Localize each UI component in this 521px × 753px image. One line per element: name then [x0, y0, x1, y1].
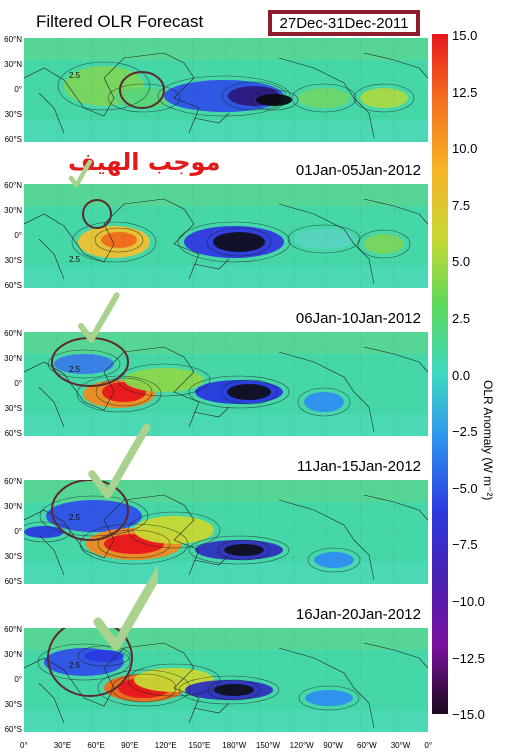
colorbar-tick-label: −12.5	[452, 650, 485, 666]
checkmark-icon	[88, 423, 151, 499]
colorbar-tick-label: −7.5	[452, 537, 478, 553]
panel-period-label: 06Jan-10Jan-2012	[295, 310, 421, 327]
contour-value-label: 2.5	[69, 661, 81, 670]
longitude-label: 90°E	[121, 741, 139, 750]
colorbar-tick-label: 15.0	[452, 28, 478, 43]
highlight-circle	[51, 480, 129, 541]
map-panel: 2.5	[24, 38, 428, 142]
latitude-label: 30°N	[4, 354, 22, 363]
contour-value-label: 2.5	[69, 71, 81, 80]
latitude-label: 60°N	[4, 181, 22, 190]
colorbar-tick-label: −10.0	[452, 594, 485, 609]
latitude-label: 60°S	[4, 429, 22, 438]
highlight-circle	[47, 628, 133, 697]
longitude-label: 30°W	[390, 741, 411, 750]
checkmark-icon	[93, 564, 158, 651]
longitude-label: 0°	[424, 741, 433, 750]
longitude-label: 180°W	[222, 741, 247, 750]
latitude-label: 30°S	[4, 700, 22, 709]
map-title: Filtered OLR Forecast	[36, 12, 204, 31]
latitude-label: 30°S	[4, 256, 22, 265]
latitude-label: 60°S	[4, 725, 22, 734]
latitude-label: 0°	[14, 231, 22, 240]
longitude-label: 120°W	[289, 741, 314, 750]
latitude-label: 30°S	[4, 110, 22, 119]
colorbar-tick-label: 5.0	[452, 254, 471, 270]
latitude-label: 0°	[14, 379, 22, 388]
colorbar-tick-label: 0.0	[452, 367, 471, 383]
longitude-label: 0°	[20, 741, 28, 750]
map-panel: 2.5	[24, 332, 428, 436]
colorbar	[432, 34, 448, 714]
panel-period-label: 16Jan-20Jan-2012	[295, 606, 421, 623]
longitude-label: 120°E	[154, 741, 177, 750]
colorbar-tick-label: −15.0	[452, 707, 485, 723]
colorbar-tick-label: 7.5	[452, 197, 471, 213]
panel-period-label: 01Jan-05Jan-2012	[295, 162, 421, 179]
latitude-label: 30°N	[4, 502, 22, 511]
latitude-label: 30°S	[4, 404, 22, 413]
map-panel: 2.5	[24, 184, 428, 288]
contour-value-label: 2.5	[69, 513, 81, 522]
checkmark-icon	[68, 160, 93, 188]
highlight-circle	[119, 71, 165, 109]
latitude-label: 60°S	[4, 577, 22, 586]
longitude-label: 60°E	[87, 741, 105, 750]
colorbar-tick-label: 12.5	[452, 84, 478, 100]
latitude-label: 0°	[14, 527, 22, 536]
longitude-label: 90°W	[323, 741, 343, 750]
colorbar-tick-label: −2.5	[452, 424, 478, 440]
latitude-label: 0°	[14, 675, 22, 684]
colorbar-tick-label: 2.5	[452, 311, 471, 326]
longitude-label: 150°W	[255, 741, 280, 750]
latitude-label: 30°N	[4, 650, 22, 659]
contour-value-label: 2.5	[69, 255, 81, 264]
longitude-label: 150°E	[188, 741, 211, 750]
latitude-label: 30°N	[4, 60, 22, 69]
latitude-label: 60°N	[4, 625, 22, 634]
latitude-label: 30°N	[4, 206, 22, 215]
colorbar-label: OLR Anomaly (W m⁻²)	[481, 380, 495, 501]
colorbar-tick-label: −5.0	[452, 480, 478, 496]
latitude-label: 60°N	[4, 477, 22, 486]
first-period-box: 27Dec-31Dec-2011	[268, 10, 420, 36]
arabic-annotation: موجب الهيف	[68, 148, 221, 176]
panel-period-label: 11Jan-15Jan-2012	[297, 458, 421, 475]
latitude-label: 60°N	[4, 35, 22, 44]
map-panel: 2.5	[24, 480, 428, 584]
latitude-label: 60°S	[4, 135, 22, 144]
latitude-label: 30°S	[4, 552, 22, 561]
longitude-label: 60°W	[357, 741, 377, 750]
contour-value-label: 2.5	[69, 365, 81, 374]
longitude-label: 30°E	[53, 741, 72, 750]
latitude-label: 0°	[14, 85, 22, 94]
checkmark-icon	[78, 292, 120, 343]
colorbar-tick-label: 10.0	[452, 141, 478, 157]
latitude-label: 60°S	[4, 281, 22, 290]
highlight-circle	[82, 199, 112, 229]
latitude-label: 60°N	[4, 329, 22, 338]
